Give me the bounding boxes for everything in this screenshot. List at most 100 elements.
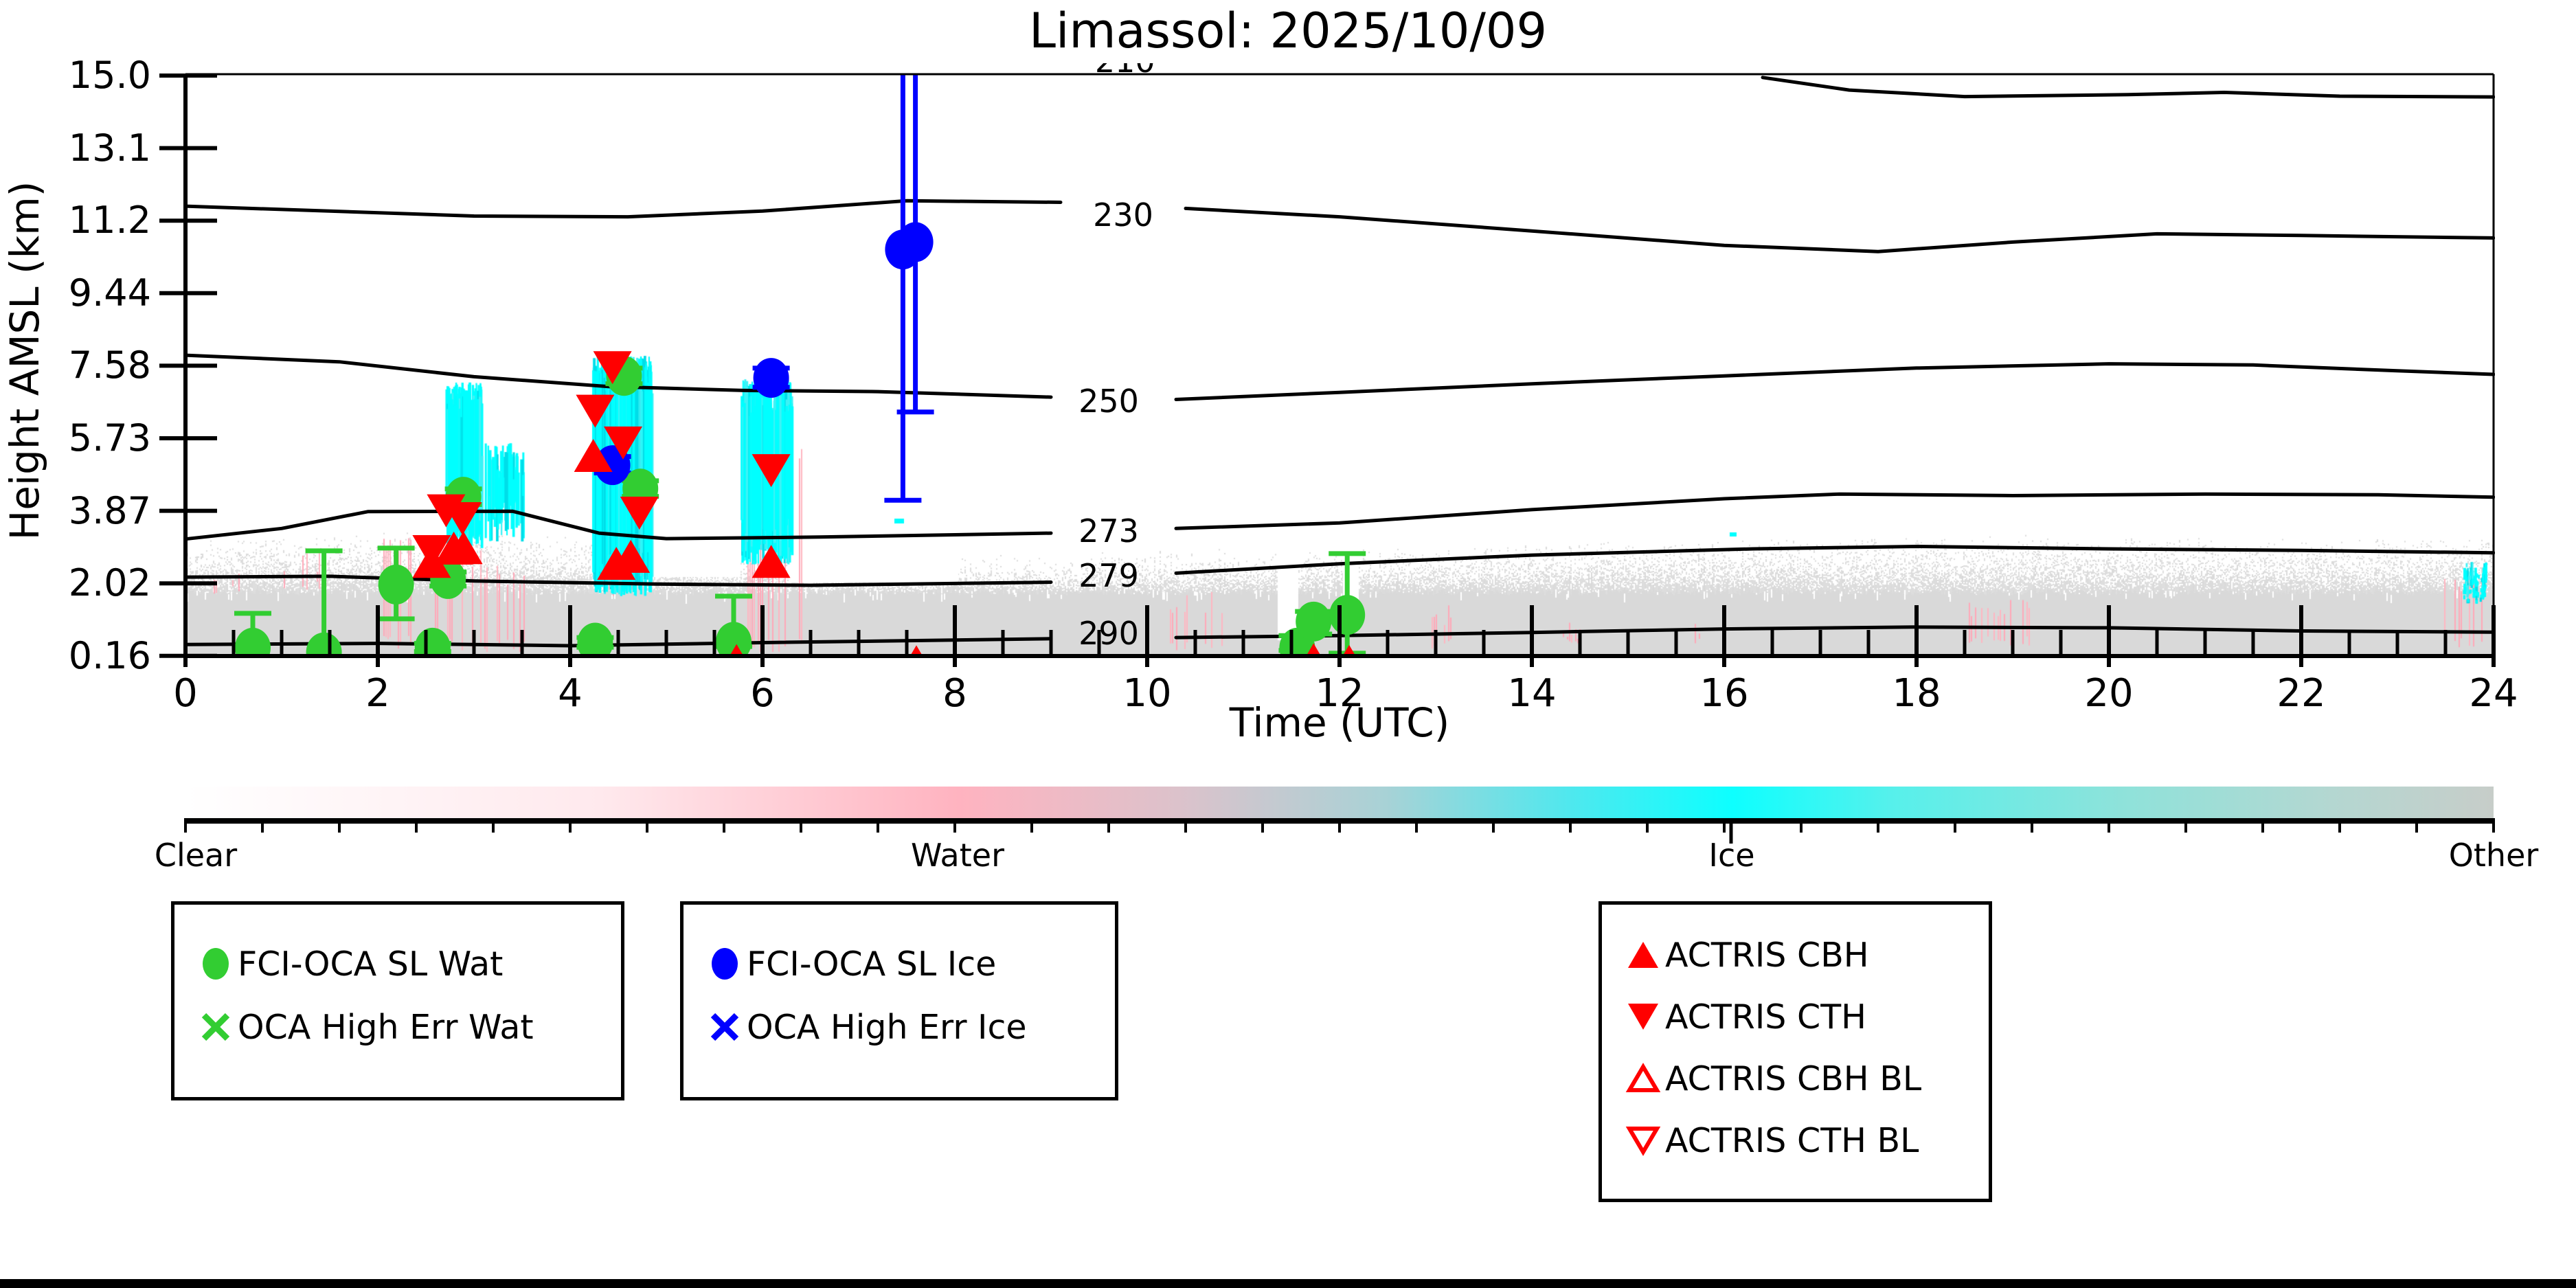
x-tick-label: 0	[173, 671, 198, 716]
legend-label: FCI-OCA SL Ice	[747, 944, 997, 984]
legend-item: FCI-OCA SL Wat	[174, 932, 621, 995]
data-point-triangle-down	[576, 394, 615, 428]
colorbar	[185, 787, 2494, 824]
colorbar-label-ice: Ice	[1708, 837, 1755, 874]
data-point-circle	[897, 222, 934, 262]
x-tick-label: 16	[1699, 671, 1749, 716]
colorbar-label-clear: Clear	[154, 837, 238, 874]
x-tick-label: 8	[942, 671, 967, 716]
y-tick-label: 15.0	[68, 54, 151, 97]
legend-ice: FCI-OCA SL Ice OCA High Err Ice	[680, 901, 1118, 1100]
data-point-triangle-down	[604, 426, 642, 460]
x-tick-label: 22	[2276, 671, 2326, 716]
data-point-circle	[753, 358, 789, 398]
contour-line-250	[1174, 362, 2495, 401]
data-point-triangle-down	[593, 351, 632, 385]
contour-label-230: 230	[1093, 196, 1153, 234]
y-tick-label: 0.16	[68, 633, 151, 677]
cth-bl-triangle-icon	[1621, 1118, 1665, 1162]
data-point-circle	[716, 622, 752, 658]
water-circle-icon	[194, 942, 238, 986]
x-tick-label: 10	[1122, 671, 1172, 716]
legend-item: OCA High Err Wat	[174, 995, 621, 1059]
colorbar-label-water: Water	[911, 837, 1004, 874]
cbh-bl-triangle-icon	[1621, 1057, 1665, 1100]
cth-triangle-icon	[1621, 995, 1665, 1039]
legend-label: ACTRIS CTH	[1665, 997, 1866, 1037]
contour-line-279	[184, 574, 1053, 587]
x-tick-label: 18	[1892, 671, 1941, 716]
page-title: Limassol: 2025/10/09	[1028, 3, 1548, 59]
contour-line-290	[1174, 625, 2495, 640]
legend-item: ACTRIS CTH	[1602, 986, 1989, 1048]
legend-item: ACTRIS CTH BL	[1602, 1109, 1989, 1171]
cloud-class-background	[185, 76, 2494, 656]
legend-item: FCI-OCA SL Ice	[683, 932, 1115, 995]
markers-layer	[235, 222, 1366, 658]
x-tick-label: 20	[2084, 671, 2134, 716]
contour-label-250: 250	[1078, 383, 1139, 420]
data-point-circle	[378, 564, 414, 605]
contour-line-230	[1184, 206, 2495, 253]
data-point-triangle-down	[620, 497, 659, 530]
x-axis-label: Time (UTC)	[1229, 699, 1450, 746]
data-point-circle	[414, 627, 451, 658]
data-point-triangle-down	[752, 454, 791, 488]
contour-label-273: 273	[1078, 512, 1139, 550]
colorbar-label-other: Other	[2448, 837, 2539, 874]
data-point-circle	[306, 632, 342, 658]
ice-circle-icon	[703, 942, 747, 986]
data-point-circle	[1296, 601, 1332, 642]
legend-item: ACTRIS CBH BL	[1602, 1048, 1989, 1109]
legend-label: ACTRIS CBH BL	[1665, 1059, 1922, 1098]
data-point-circle	[577, 622, 613, 658]
data-point-triangle-up	[412, 545, 451, 578]
window-bottom-bar	[0, 1279, 2576, 1288]
error-bars-layer	[234, 74, 1366, 656]
legend-item: ACTRIS CBH	[1602, 924, 1989, 986]
data-point-triangle-up	[444, 531, 483, 565]
x-tick-label: 14	[1507, 671, 1557, 716]
x-tick-label: 4	[558, 671, 583, 716]
ice-x-icon	[703, 1005, 747, 1049]
plot-area	[184, 76, 2495, 648]
contour-line-230	[184, 199, 1063, 219]
contour-line-250	[184, 353, 1053, 399]
data-point-circle	[235, 627, 271, 658]
legend-label: FCI-OCA SL Wat	[238, 944, 504, 984]
x-tick-label: 6	[750, 671, 775, 716]
x-tick-label: 12	[1315, 671, 1364, 716]
cbh-triangle-icon	[1621, 933, 1665, 977]
legend-label: OCA High Err Wat	[238, 1007, 534, 1047]
contour-label-279: 279	[1078, 557, 1139, 595]
contour-label-210-clipped: 210	[1077, 63, 1173, 80]
y-tick-label: 9.44	[68, 271, 151, 315]
contour-line-273	[184, 509, 1053, 541]
data-point-circle	[1329, 595, 1366, 635]
y-tick-label: 13.1	[68, 126, 151, 170]
data-point-triangle-up	[752, 545, 791, 578]
contour-line-210	[1761, 76, 2495, 99]
legend-label: ACTRIS CBH	[1665, 935, 1869, 975]
x-tick-label: 24	[2469, 671, 2518, 716]
y-tick-label: 3.87	[68, 488, 151, 532]
x-tick-label: 2	[365, 671, 390, 716]
y-tick-label: 5.73	[68, 416, 151, 460]
y-tick-label: 2.02	[68, 561, 151, 605]
contour-line-273	[1174, 492, 2495, 530]
legend-actris: ACTRIS CBH ACTRIS CTH ACTRIS CBH BL ACTR…	[1598, 901, 1992, 1202]
data-point-triangle-up	[611, 539, 651, 573]
legend-label: OCA High Err Ice	[747, 1007, 1027, 1047]
legend-water: FCI-OCA SL Wat OCA High Err Wat	[171, 901, 624, 1100]
contour-label-290: 290	[1078, 614, 1139, 652]
legend-label: ACTRIS CTH BL	[1665, 1120, 1919, 1160]
y-tick-label: 11.2	[68, 199, 151, 242]
y-tick-label: 7.58	[68, 343, 151, 387]
axes-frame	[159, 73, 2496, 667]
data-point-triangle-down	[443, 502, 482, 536]
data-point-triangle-up	[574, 438, 613, 472]
water-x-icon	[194, 1005, 238, 1049]
legend-item: OCA High Err Ice	[683, 995, 1115, 1059]
